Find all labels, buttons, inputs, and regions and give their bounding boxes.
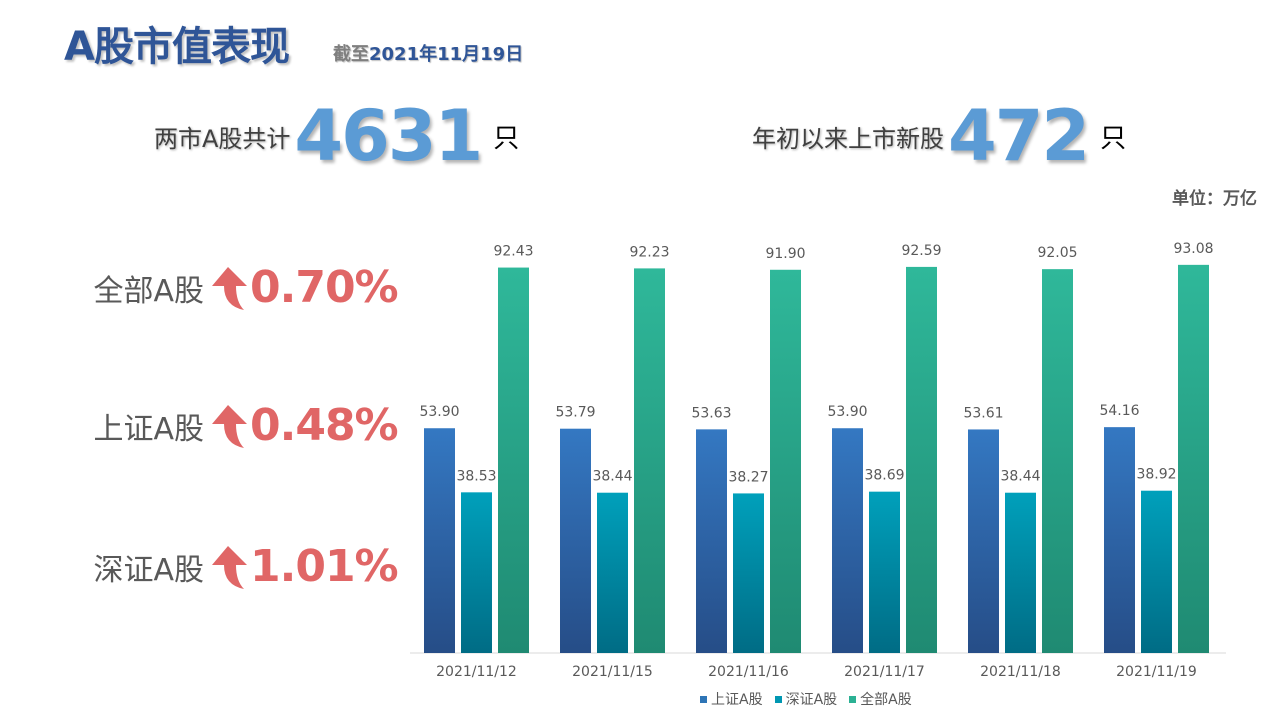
data-label: 38.44 [1000, 469, 1040, 485]
data-label: 92.23 [629, 244, 669, 260]
data-label: 38.53 [456, 468, 496, 484]
up-arrow-icon [212, 545, 247, 589]
data-label: 53.90 [419, 404, 459, 420]
new-listings-stat: 年初以来上市新股 472 只 [752, 96, 1126, 176]
as-of-prefix: 截至 [333, 44, 369, 65]
data-label: 38.27 [728, 469, 768, 485]
bar-sh [696, 429, 727, 653]
bar-all [498, 267, 529, 653]
x-tick-label: 2021/11/17 [844, 664, 925, 680]
data-label: 93.08 [1173, 241, 1213, 257]
bar-all [906, 266, 937, 653]
change-name: 上证A股 [93, 411, 204, 447]
data-label: 53.63 [691, 405, 731, 421]
bar-all [634, 268, 665, 653]
total-stocks-label: 两市A股共计 [154, 124, 291, 153]
as-of-date-value: 2021年11月19日 [369, 44, 524, 65]
data-label: 53.79 [555, 405, 595, 421]
data-label: 92.59 [901, 243, 941, 259]
new-listings-value: 472 [948, 95, 1090, 177]
legend-swatch [849, 695, 857, 703]
bar-sz [461, 492, 492, 653]
bar-sz [733, 493, 764, 653]
bar-sz [1141, 490, 1172, 653]
bar-sz [869, 491, 900, 653]
data-label: 92.05 [1037, 245, 1077, 261]
change-name: 全部A股 [93, 273, 204, 309]
data-label: 38.44 [592, 469, 632, 485]
change-row-all: 全部A股 0.70% [78, 262, 398, 313]
legend-label: 全部A股 [860, 692, 912, 708]
up-arrow-icon [212, 404, 247, 448]
bar-all [1178, 264, 1209, 653]
market-cap-bar-chart: 53.90 38.53 92.43 2021/11/12 53.79 38.44 92.23… [410, 241, 1226, 680]
change-pct: 1.01% [250, 541, 399, 592]
as-of-date: 截至2021年11月19日 [333, 40, 523, 66]
bar-all [770, 269, 801, 653]
new-listings-label: 年初以来上市新股 [752, 124, 944, 153]
data-label: 54.16 [1099, 403, 1139, 419]
bar-sh [968, 429, 999, 653]
data-label: 53.61 [963, 405, 1003, 421]
chart-legend: 上证A股 深证A股 全部A股 [700, 689, 924, 709]
change-row-sz: 深证A股 1.01% [78, 541, 398, 592]
data-label: 92.43 [493, 244, 533, 260]
legend-swatch [774, 695, 782, 703]
legend-label: 上证A股 [711, 692, 763, 708]
page-title: A股市值表现 [64, 24, 290, 70]
legend-label: 深证A股 [785, 692, 838, 708]
chart-unit-label: 单位：万亿 [1172, 189, 1257, 209]
legend-swatch [700, 695, 707, 703]
x-tick-label: 2021/11/16 [708, 664, 789, 680]
x-tick-label: 2021/11/15 [572, 664, 653, 680]
legend-item-sz: 深证A股 [774, 689, 838, 709]
change-pct: 0.70% [250, 262, 399, 313]
bar-sz [1005, 492, 1036, 653]
x-tick-label: 2021/11/18 [980, 664, 1061, 680]
bar-all [1042, 269, 1073, 653]
bar-sh [832, 428, 863, 653]
legend-item-all: 全部A股 [849, 689, 912, 709]
up-arrow-icon [212, 266, 247, 310]
data-label: 38.92 [1136, 467, 1176, 483]
bar-sh [1104, 427, 1135, 653]
legend-item-sh: 上证A股 [700, 689, 763, 709]
change-pct: 0.48% [250, 400, 399, 451]
bar-sh [560, 428, 591, 653]
total-stocks-value: 4631 [294, 95, 483, 177]
bar-sz [597, 492, 628, 653]
x-tick-label: 2021/11/19 [1116, 664, 1197, 680]
change-row-sh: 上证A股 0.48% [78, 400, 398, 451]
bar-sh [424, 428, 455, 653]
change-name: 深证A股 [93, 552, 204, 588]
data-label: 38.69 [864, 468, 904, 484]
new-listings-unit: 只 [1100, 123, 1127, 154]
x-tick-label: 2021/11/12 [436, 664, 517, 680]
total-stocks-unit: 只 [493, 123, 520, 154]
data-label: 53.90 [827, 404, 867, 420]
data-label: 91.90 [765, 246, 805, 262]
total-stocks-stat: 两市A股共计 4631 只 [154, 96, 519, 176]
